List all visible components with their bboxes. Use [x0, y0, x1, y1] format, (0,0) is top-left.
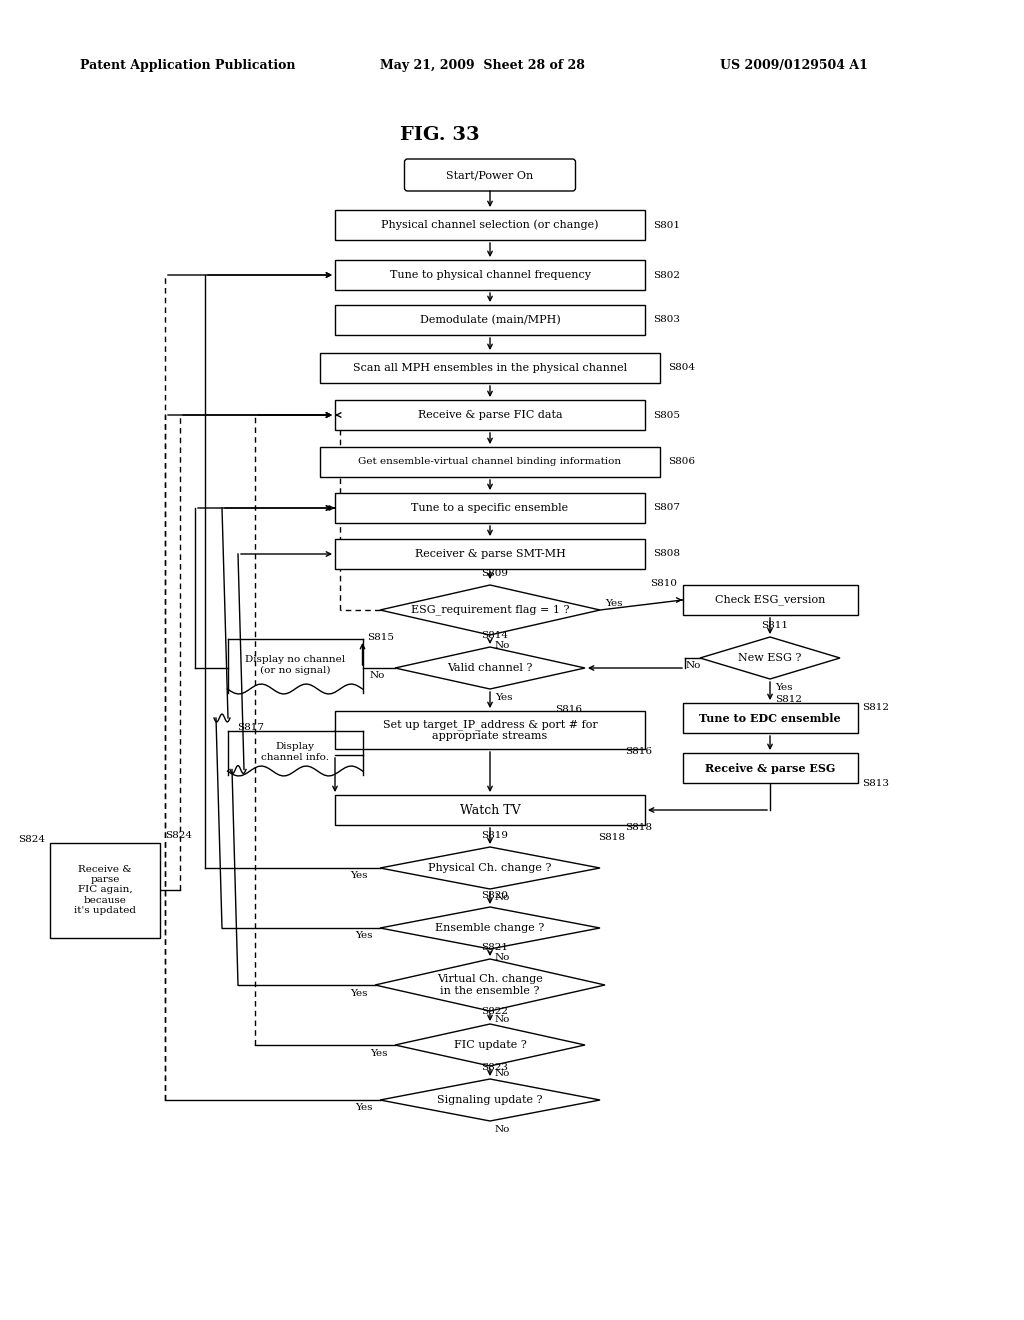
Bar [335, 210, 645, 240]
Text: Physical Ch. change ?: Physical Ch. change ? [428, 863, 552, 873]
Text: S809: S809 [481, 569, 509, 578]
Text: Yes: Yes [355, 932, 373, 940]
Text: FIG. 33: FIG. 33 [400, 125, 480, 144]
Polygon shape [380, 847, 600, 888]
Text: No: No [495, 1015, 510, 1023]
Text: Tune to physical channel frequency: Tune to physical channel frequency [389, 271, 591, 280]
Text: S814: S814 [481, 631, 509, 639]
Text: S810: S810 [650, 579, 678, 589]
Text: Scan all MPH ensembles in the physical channel: Scan all MPH ensembles in the physical c… [353, 363, 627, 374]
Text: S813: S813 [862, 780, 890, 788]
Text: No: No [686, 661, 701, 671]
Polygon shape [380, 585, 600, 635]
Text: S812: S812 [862, 704, 890, 713]
Polygon shape [375, 960, 605, 1011]
Text: Yes: Yes [495, 693, 512, 701]
Polygon shape [395, 1024, 585, 1067]
Text: Get ensemble-virtual channel binding information: Get ensemble-virtual channel binding inf… [358, 458, 622, 466]
Text: S801: S801 [653, 220, 680, 230]
Text: May 21, 2009  Sheet 28 of 28: May 21, 2009 Sheet 28 of 28 [380, 58, 585, 71]
Text: Display no channel
(or no signal): Display no channel (or no signal) [245, 655, 345, 675]
Text: Tune to a specific ensemble: Tune to a specific ensemble [412, 503, 568, 513]
Text: Receiver & parse SMT-MH: Receiver & parse SMT-MH [415, 549, 565, 558]
Text: Virtual Ch. change
in the ensemble ?: Virtual Ch. change in the ensemble ? [437, 974, 543, 995]
Text: S808: S808 [653, 549, 680, 558]
Text: Valid channel ?: Valid channel ? [447, 663, 532, 673]
Bar [335, 711, 645, 748]
Text: S803: S803 [653, 315, 680, 325]
Polygon shape [395, 647, 585, 689]
Bar [227, 639, 362, 689]
Bar [335, 795, 645, 825]
Bar [335, 260, 645, 290]
Bar [335, 400, 645, 430]
Text: S823: S823 [481, 1063, 509, 1072]
Bar [335, 305, 645, 335]
Text: Receive &
parse
FIC again,
because
it's updated: Receive & parse FIC again, because it's … [74, 865, 136, 915]
Text: Receive & parse FIC data: Receive & parse FIC data [418, 411, 562, 420]
Bar [335, 492, 645, 523]
Bar [683, 585, 857, 615]
Polygon shape [700, 638, 840, 678]
Text: US 2009/0129504 A1: US 2009/0129504 A1 [720, 58, 868, 71]
Text: S816: S816 [625, 747, 652, 756]
Text: No: No [370, 672, 385, 681]
Text: S817: S817 [238, 723, 264, 733]
Text: Patent Application Publication: Patent Application Publication [80, 58, 296, 71]
Text: S807: S807 [653, 503, 680, 512]
Text: No: No [495, 640, 510, 649]
Text: S804: S804 [668, 363, 695, 372]
Text: Check ESG_version: Check ESG_version [715, 594, 825, 606]
Text: Yes: Yes [350, 871, 368, 880]
Text: Demodulate (main/MPH): Demodulate (main/MPH) [420, 315, 560, 325]
Polygon shape [380, 907, 600, 949]
Text: Yes: Yes [605, 599, 623, 609]
Text: Yes: Yes [350, 989, 368, 998]
Text: No: No [495, 1125, 510, 1134]
Text: S821: S821 [481, 942, 509, 952]
Text: Yes: Yes [775, 682, 793, 692]
Text: Yes: Yes [370, 1048, 387, 1057]
Text: S819: S819 [481, 830, 509, 840]
Text: S824: S824 [165, 830, 193, 840]
Text: S815: S815 [368, 634, 394, 643]
Text: S816: S816 [555, 705, 582, 714]
Text: S802: S802 [653, 271, 680, 280]
Text: S818: S818 [598, 833, 625, 842]
Text: Set up target_IP_address & port # for
appropriate streams: Set up target_IP_address & port # for ap… [383, 719, 597, 741]
Text: FIC update ?: FIC update ? [454, 1040, 526, 1049]
Polygon shape [380, 1078, 600, 1121]
Text: Display
channel info.: Display channel info. [261, 742, 329, 762]
Text: S822: S822 [481, 1007, 509, 1016]
Bar [683, 704, 857, 733]
Text: No: No [495, 953, 510, 961]
Text: S824: S824 [18, 836, 45, 845]
Text: S820: S820 [481, 891, 509, 899]
Text: Ensemble change ?: Ensemble change ? [435, 923, 545, 933]
Text: Receive & parse ESG: Receive & parse ESG [705, 763, 836, 774]
Text: S805: S805 [653, 411, 680, 420]
Text: S812: S812 [775, 696, 802, 705]
Text: No: No [495, 1069, 510, 1078]
Text: Physical channel selection (or change): Physical channel selection (or change) [381, 219, 599, 230]
Bar [319, 352, 660, 383]
Text: New ESG ?: New ESG ? [738, 653, 802, 663]
Bar [683, 752, 857, 783]
Text: S806: S806 [668, 458, 695, 466]
Text: S811: S811 [762, 620, 788, 630]
Text: Start/Power On: Start/Power On [446, 170, 534, 180]
Text: Tune to EDC ensemble: Tune to EDC ensemble [699, 713, 841, 723]
Bar [335, 539, 645, 569]
Bar [50, 842, 160, 937]
Text: Signaling update ?: Signaling update ? [437, 1096, 543, 1105]
Bar [227, 731, 362, 771]
Text: ESG_requirement flag = 1 ?: ESG_requirement flag = 1 ? [411, 605, 569, 615]
Bar [319, 447, 660, 477]
Text: No: No [495, 892, 510, 902]
Text: Yes: Yes [355, 1104, 373, 1113]
FancyBboxPatch shape [404, 158, 575, 191]
Text: S818: S818 [625, 822, 652, 832]
Text: Watch TV: Watch TV [460, 804, 520, 817]
